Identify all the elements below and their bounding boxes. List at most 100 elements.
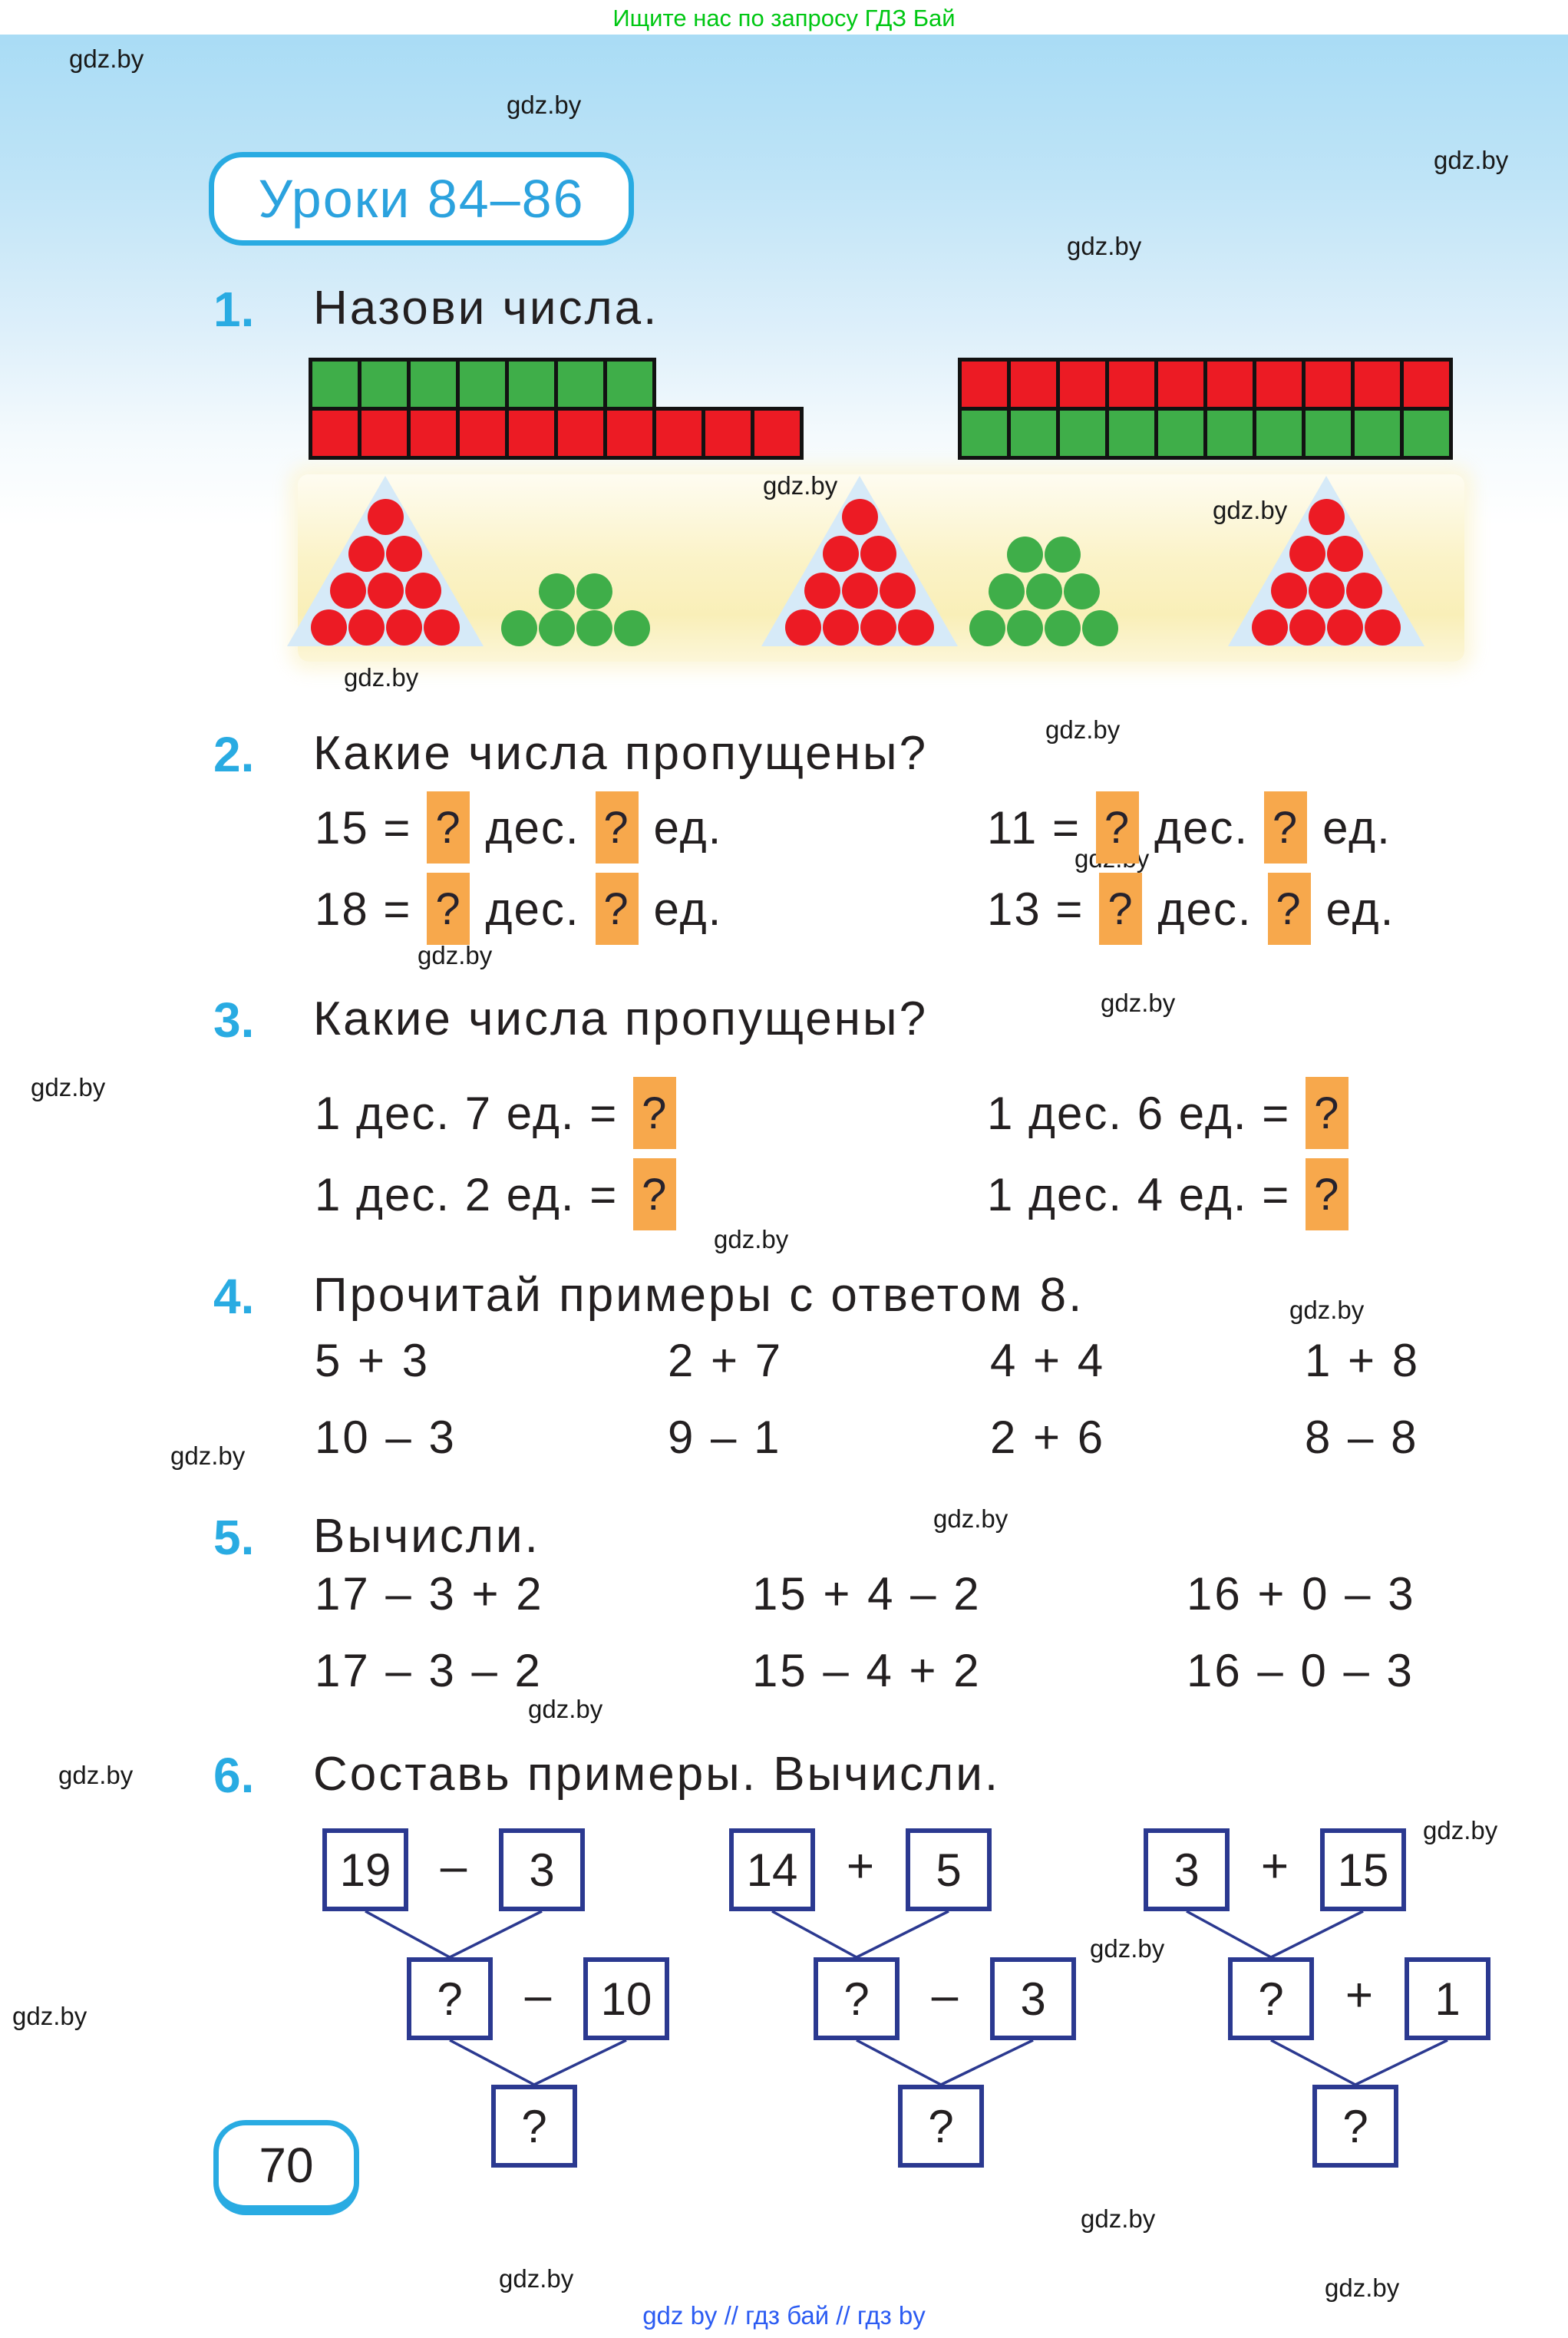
watermark: gdz.by xyxy=(1101,989,1176,1017)
task-4-title: Прочитай примеры с ответом 8. xyxy=(313,1269,1084,1322)
tree-operator: – xyxy=(524,1969,552,2022)
watermark: gdz.by xyxy=(499,2264,574,2293)
strip-cell xyxy=(1404,411,1449,456)
arithmetic-example: 2 + 6 xyxy=(990,1412,1106,1463)
strip-cell xyxy=(411,362,456,407)
equation-text: 1 дес. 6 ед. = xyxy=(987,1087,1291,1139)
tree-operator: – xyxy=(931,1969,959,2022)
tree-operator: + xyxy=(846,1840,875,1893)
watermark: gdz.by xyxy=(418,941,493,969)
tree-box: 5 xyxy=(906,1828,992,1911)
tree-connector-lines xyxy=(365,1910,627,2086)
arithmetic-example: 4 + 4 xyxy=(990,1335,1106,1386)
composition-equation: 1 дес. 4 ед. =? xyxy=(987,1156,1349,1233)
unit-strip xyxy=(958,358,1453,411)
strip-cell xyxy=(1011,411,1056,456)
strip-cell xyxy=(1158,411,1203,456)
decomposition-equation: 18 =? дес.? ед. xyxy=(315,870,722,947)
strip-cell xyxy=(1355,362,1400,407)
strip-cell xyxy=(460,411,505,456)
arithmetic-example: 15 – 4 + 2 xyxy=(752,1645,982,1696)
decomposition-equation: 15 =? дес.? ед. xyxy=(315,789,722,866)
tree-box: 3 xyxy=(990,1957,1076,2040)
promo-banner-text: Ищите нас по запросу ГДЗ Бай xyxy=(612,5,956,31)
strip-cell xyxy=(754,411,800,456)
strip-cell xyxy=(1306,362,1351,407)
unit-label-ones: ед. xyxy=(653,801,723,854)
watermark: gdz.by xyxy=(1045,715,1121,744)
task-6-title: Составь примеры. Вычисли. xyxy=(313,1748,1001,1801)
watermark: gdz.by xyxy=(1434,146,1509,174)
counter-circle xyxy=(804,572,840,609)
tree-box: 14 xyxy=(729,1828,815,1911)
tree-connector-lines xyxy=(771,1910,1034,2086)
arithmetic-example: 15 + 4 – 2 xyxy=(752,1568,982,1620)
equation-text: 1 дес. 7 ед. = xyxy=(315,1087,619,1139)
task-4-number: 4. xyxy=(213,1269,255,1324)
unit-strip xyxy=(309,358,656,411)
tree-operator: + xyxy=(1345,1969,1374,2022)
counter-circle xyxy=(367,498,404,535)
tree-box: ? xyxy=(898,2085,984,2168)
counter-circle xyxy=(1045,609,1081,646)
strip-cell xyxy=(558,362,603,407)
tree-box: ? xyxy=(1228,1957,1314,2040)
question-box: ? xyxy=(427,873,470,945)
counter-circle xyxy=(860,609,896,646)
counter-circle xyxy=(348,535,385,572)
tree-operator: + xyxy=(1260,1840,1289,1893)
question-box: ? xyxy=(1099,873,1143,945)
composition-equation: 1 дес. 7 ед. =? xyxy=(315,1075,677,1151)
task-5-number: 5. xyxy=(213,1510,255,1565)
question-box: ? xyxy=(633,1077,677,1149)
composition-equation: 1 дес. 2 ед. =? xyxy=(315,1156,677,1233)
strip-cell xyxy=(1109,411,1154,456)
strip-cell xyxy=(1355,411,1400,456)
watermark: gdz.by xyxy=(344,663,419,692)
counter-circle xyxy=(348,609,385,646)
watermark: gdz.by xyxy=(763,471,838,500)
watermark: gdz.by xyxy=(1090,1934,1165,1963)
watermark: gdz.by xyxy=(528,1695,603,1723)
counter-circle xyxy=(1327,535,1363,572)
counter-circle xyxy=(1045,536,1081,573)
lesson-range-badge: Уроки 84–86 xyxy=(209,152,634,246)
question-box: ? xyxy=(1264,791,1308,864)
question-box: ? xyxy=(595,791,639,864)
strip-cell xyxy=(1207,362,1253,407)
task-3-title: Какие числа пропущены? xyxy=(313,992,929,1045)
unit-label-tens: дес. xyxy=(1154,801,1249,854)
watermark: gdz.by xyxy=(714,1225,789,1253)
counter-circle xyxy=(988,573,1025,609)
watermark: gdz.by xyxy=(1423,1816,1498,1844)
counter-circle xyxy=(424,609,460,646)
strip-cell xyxy=(1109,362,1154,407)
watermark: gdz.by xyxy=(170,1441,246,1470)
number-tree: 14 +5? –3? xyxy=(718,1828,1079,2171)
counter-circle xyxy=(614,609,650,646)
arithmetic-example: 17 – 3 + 2 xyxy=(315,1568,544,1620)
equation-number: 18 = xyxy=(315,883,412,935)
watermark: gdz.by xyxy=(507,91,582,119)
counter-circle xyxy=(501,609,537,646)
counter-circle xyxy=(404,572,441,609)
decomposition-equation: 13 =? дес.? ед. xyxy=(987,870,1395,947)
task-1-number: 1. xyxy=(213,282,255,337)
counter-circle xyxy=(1327,609,1363,646)
number-tree: 19–3? –10? xyxy=(312,1828,672,2171)
unit-label-tens: дес. xyxy=(485,883,580,935)
strip-cell xyxy=(705,411,751,456)
decomposition-equation: 11 =? дес.? ед. xyxy=(987,789,1391,866)
equation-text: 1 дес. 2 ед. = xyxy=(315,1168,619,1220)
watermark: gdz.by xyxy=(69,45,144,73)
tree-box: ? xyxy=(814,1957,900,2040)
tree-connector-lines xyxy=(1186,1910,1448,2086)
strip-cell xyxy=(558,411,603,456)
watermark: gdz.by xyxy=(58,1761,134,1789)
page-number-badge: 70 xyxy=(213,2120,359,2215)
counter-circle xyxy=(1082,609,1118,646)
strip-cell xyxy=(607,411,652,456)
strip-cell xyxy=(1256,362,1302,407)
question-box: ? xyxy=(1306,1077,1349,1149)
equation-number: 13 = xyxy=(987,883,1084,935)
